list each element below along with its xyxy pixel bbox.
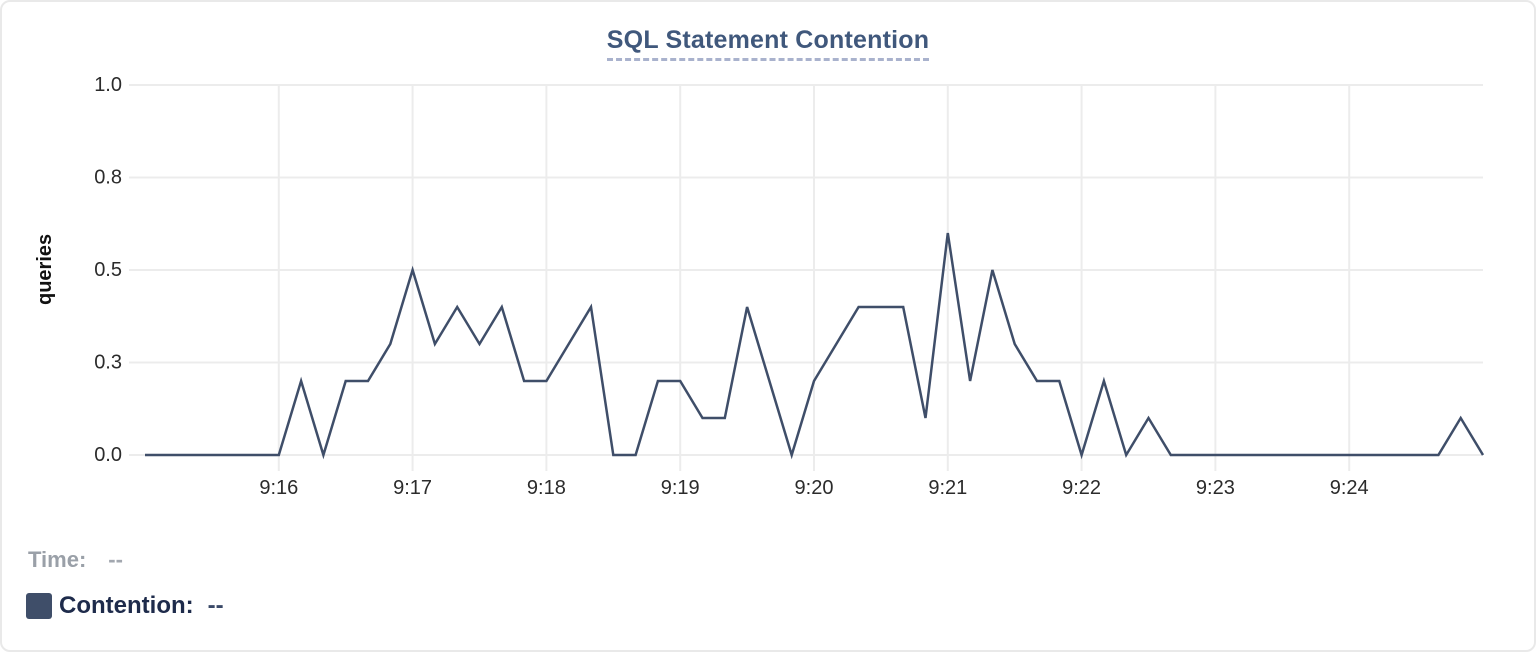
x-tick-label: 9:17 [393, 477, 432, 499]
x-tick-label: 9:22 [1062, 477, 1101, 499]
x-tick-label: 9:24 [1330, 477, 1369, 499]
x-tick-label: 9:23 [1196, 477, 1235, 499]
x-tick-label: 9:21 [928, 477, 967, 499]
y-tick-label: 0.3 [94, 352, 122, 374]
x-tick-label: 9:20 [795, 477, 834, 499]
x-tick-label: 9:16 [259, 477, 298, 499]
line-chart-plot[interactable]: 9:16 9:17 9:18 9:19 9:20 9:21 9:22 9:23 9:24 0.0 0… [2, 2, 1534, 522]
y-axis-title: queries [34, 233, 56, 305]
legend-contention-row: Contention: -- [26, 592, 224, 620]
x-tick-label: 9:18 [527, 477, 566, 499]
tooltip-time-value: -- [108, 547, 123, 572]
y-tick-label: 0.5 [94, 259, 122, 281]
chart-header: SQL Statement Contention [2, 26, 1534, 61]
tooltip-time-row: Time: -- [28, 547, 123, 573]
contention-series-swatch [26, 593, 52, 619]
tooltip-time-label: Time: [28, 547, 87, 572]
y-tick-label: 0.0 [94, 444, 122, 466]
chart-title[interactable]: SQL Statement Contention [606, 26, 930, 61]
y-tick-label: 1.0 [94, 74, 122, 96]
x-tick-label: 9:19 [661, 477, 700, 499]
legend-contention-label: Contention: [59, 592, 194, 619]
y-tick-label: 0.8 [94, 167, 122, 189]
contention-line [145, 232, 1485, 460]
legend-contention-value: -- [207, 592, 224, 619]
